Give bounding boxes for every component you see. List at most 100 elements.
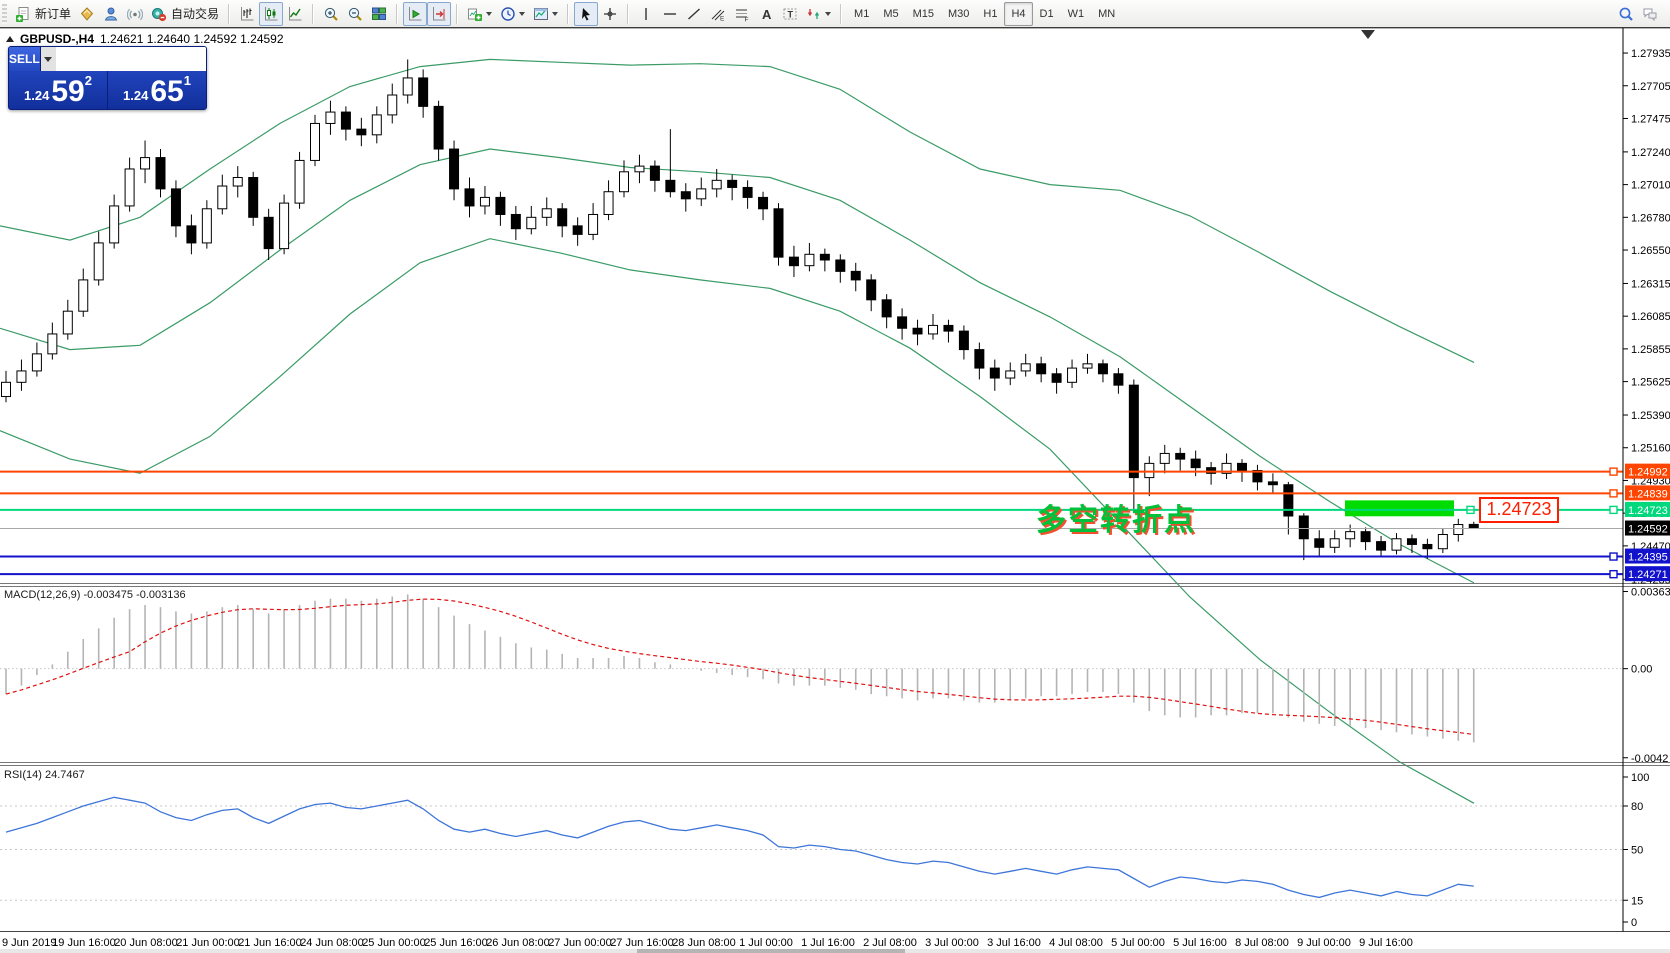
timeframe-group: M1 M5 M15 M30 H1 H4 D1 W1 MN: [845, 0, 1124, 27]
candle-body: [294, 159, 305, 204]
timeframe-H4[interactable]: H4: [1004, 1, 1033, 26]
timeframe-M30[interactable]: M30: [948, 7, 970, 20]
timeframe-M1[interactable]: M1: [854, 7, 870, 20]
dropdown-caret-icon[interactable]: [552, 11, 559, 16]
trendline-button[interactable]: [682, 2, 706, 26]
fibonacci-button[interactable]: F: [730, 2, 754, 26]
time-tick-label: 8 Jul 08:00: [1235, 937, 1289, 949]
price-callout-label[interactable]: 1.24723: [1479, 496, 1559, 523]
price-tick-label: 1.25390: [1631, 410, 1670, 422]
candle-body: [310, 122, 320, 161]
search-icon[interactable]: [1614, 2, 1638, 26]
svg-text:E: E: [720, 15, 725, 22]
chart-shift-marker-icon[interactable]: [1361, 30, 1375, 39]
sell-price[interactable]: 1.24 59 2: [9, 71, 108, 109]
window-expand-icon[interactable]: [6, 36, 14, 42]
time-tick-label: 4 Jul 08:00: [1049, 937, 1103, 949]
indicators-button[interactable]: [463, 2, 496, 26]
line-handle-icon[interactable]: [1609, 489, 1618, 498]
timeframe-D1[interactable]: D1: [1039, 7, 1054, 20]
time-tick-label: 25 Jun 16:00: [424, 937, 488, 949]
new-order-button[interactable]: 新订单: [11, 2, 75, 26]
timeframe-MN[interactable]: MN: [1098, 7, 1116, 20]
dropdown-caret-icon[interactable]: [825, 11, 832, 16]
toolbar-separator: [228, 3, 231, 24]
volume-decrease-button[interactable]: [40, 47, 56, 71]
highlight-rectangle[interactable]: [1345, 500, 1454, 517]
price-badge-label: 1.24592: [1628, 524, 1668, 536]
timeframe-M5[interactable]: M5: [883, 7, 899, 20]
candle-body: [279, 202, 290, 250]
macd-axis-label: -0.0042: [1631, 753, 1668, 765]
zoom-out-button[interactable]: [343, 2, 367, 26]
time-tick-label: 21 Jun 16:00: [238, 937, 302, 949]
candle-body: [773, 208, 784, 258]
chat-icon[interactable]: [1638, 2, 1662, 26]
line-handle-icon[interactable]: [1609, 552, 1618, 561]
market-watch-icon[interactable]: [75, 2, 99, 26]
data-window-icon[interactable]: [99, 2, 123, 26]
horizontal-line-button[interactable]: [658, 2, 682, 26]
autotrading-button[interactable]: 自动交易: [147, 2, 223, 26]
dropdown-caret-icon[interactable]: [519, 11, 526, 16]
price-badge-label: 1.24992: [1628, 467, 1668, 479]
auto-scroll-button[interactable]: [403, 1, 428, 26]
signals-icon[interactable]: [123, 2, 147, 26]
line-chart-button[interactable]: [283, 2, 307, 26]
dropdown-caret-icon[interactable]: [486, 11, 493, 16]
chart-title-bar: GBPUSD-,H4 1.24621 1.24640 1.24592 1.245…: [6, 32, 284, 46]
zoom-in-button[interactable]: [319, 2, 343, 26]
toolbar-separator: [456, 3, 459, 24]
cursor-button[interactable]: [574, 1, 599, 26]
price-tick-label: 1.27240: [1631, 147, 1670, 159]
text-button[interactable]: A: [754, 2, 778, 26]
horizontal-scrollbar[interactable]: [0, 949, 1670, 953]
periods-button[interactable]: [496, 2, 529, 26]
zoomin-glyph: [324, 7, 338, 21]
crosshair-button[interactable]: [598, 2, 622, 26]
sell-button[interactable]: SELL: [9, 47, 40, 71]
scrollbar-thumb[interactable]: [637, 949, 905, 953]
timeframe-H1[interactable]: H1: [983, 7, 998, 20]
candle-body: [140, 157, 151, 170]
toolbar-separator: [312, 3, 315, 24]
candle-body: [912, 327, 923, 335]
candle-body: [325, 111, 336, 124]
timeframe-M15[interactable]: M15: [912, 7, 934, 20]
vertical-line-button[interactable]: [634, 2, 658, 26]
bar-chart-button[interactable]: [235, 2, 259, 26]
line-handle-icon[interactable]: [1609, 569, 1618, 579]
price-badge-label: 1.24271: [1628, 569, 1668, 581]
candle-body: [804, 253, 815, 267]
rsi-line: [5, 796, 1474, 899]
candle-body: [1422, 543, 1433, 550]
candle-body: [665, 179, 676, 193]
macd-signal-line: [5, 598, 1474, 735]
price-badge: [1625, 485, 1670, 501]
templates-button[interactable]: [529, 2, 562, 26]
text-label-button[interactable]: T: [778, 2, 802, 26]
line-handle-icon[interactable]: [1609, 467, 1618, 476]
line-handle-icon[interactable]: [1609, 505, 1618, 515]
chart-shift-button[interactable]: [427, 1, 452, 26]
volume-input[interactable]: [55, 47, 206, 71]
candlestick-chart-button[interactable]: [259, 1, 284, 26]
candle-body: [1036, 363, 1047, 375]
hline-glyph: [664, 12, 677, 15]
candle-body: [1005, 370, 1016, 379]
tile-windows-button[interactable]: [367, 2, 391, 26]
candle-body: [402, 77, 413, 96]
buy-price[interactable]: 1.24 65 1: [123, 73, 191, 108]
chart-text-annotation[interactable]: 多空转折点: [1036, 504, 1196, 537]
toolbar-grip[interactable]: [2, 3, 7, 24]
timeframe-W1[interactable]: W1: [1067, 7, 1085, 20]
candle-body: [866, 279, 877, 301]
price-tick-label: 1.26085: [1631, 311, 1670, 323]
candle-body: [1468, 523, 1479, 530]
channel-button[interactable]: E: [706, 2, 730, 26]
arrows-button[interactable]: [802, 2, 835, 26]
price-badge-label: 1.24839: [1628, 488, 1668, 500]
rsi-axis-label: 80: [1631, 801, 1643, 813]
